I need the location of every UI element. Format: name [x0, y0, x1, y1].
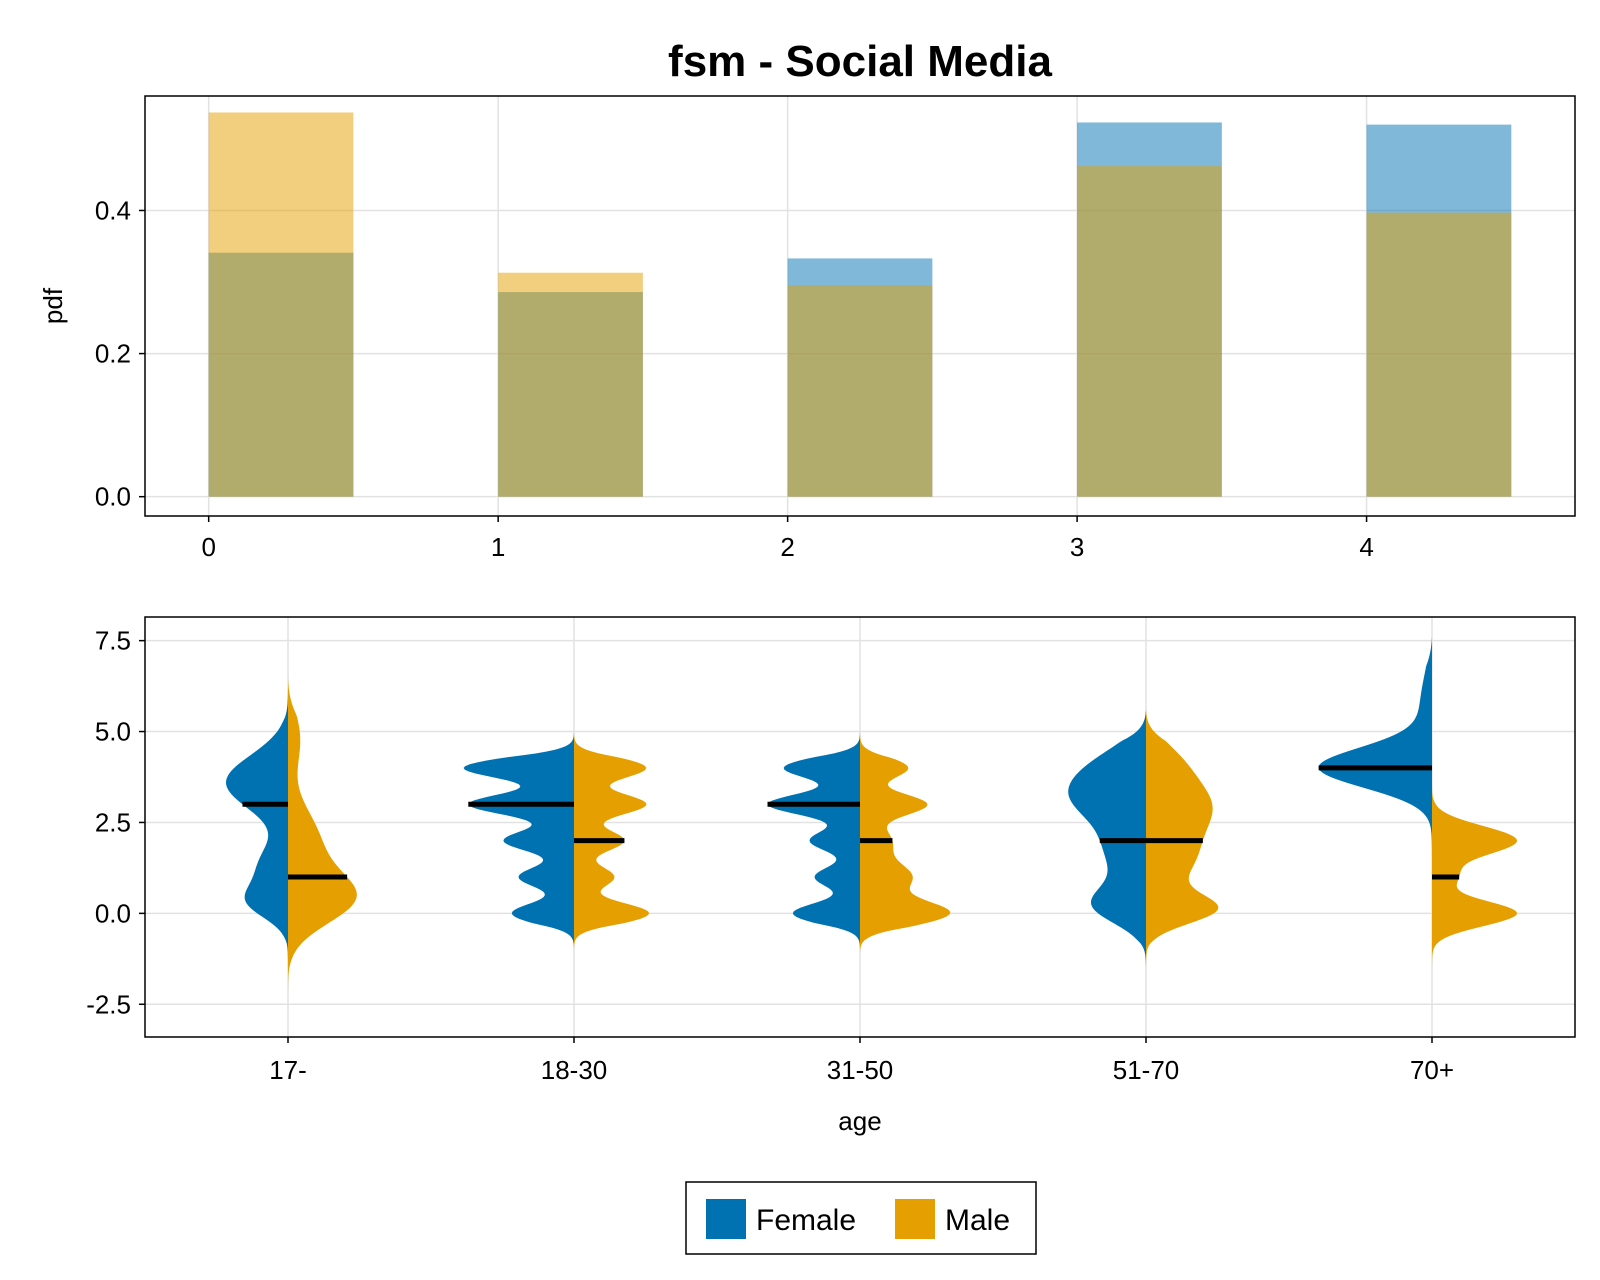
histogram-y-label: pdf: [38, 287, 68, 324]
x-tick-label: 1: [491, 532, 505, 562]
violins: [225, 637, 1518, 1001]
legend: Female Male: [685, 1181, 1037, 1255]
chart-title: fsm - Social Media: [668, 37, 1052, 86]
y-tick-label: -2.5: [86, 989, 131, 1019]
y-tick-label: 2.5: [95, 807, 131, 837]
legend-label-male: Male: [945, 1204, 1010, 1237]
bar-male-3: [1077, 166, 1222, 497]
y-tick-label: 0.0: [95, 482, 131, 512]
violin-female-70+: [1318, 637, 1432, 877]
violin-x-ticks: 17- 18-30 31-50 51-70 70+: [269, 1037, 1454, 1085]
x-tick-label: 0: [201, 532, 215, 562]
x-tick-label: 70+: [1410, 1055, 1454, 1085]
x-tick-label: 3: [1070, 532, 1084, 562]
y-tick-label: 0.2: [95, 339, 131, 369]
bar-male-2: [787, 285, 933, 497]
violin-y-ticks: -2.5 0.0 2.5 5.0 7.5: [86, 626, 145, 1019]
x-tick-label: 31-50: [827, 1055, 894, 1085]
legend-label-female: Female: [756, 1204, 856, 1237]
y-tick-label: 7.5: [95, 626, 131, 656]
violin-male-17-: [288, 677, 357, 1001]
violin-male-31-50: [860, 731, 951, 954]
x-tick-label: 17-: [269, 1055, 307, 1085]
bar-male-0: [208, 112, 354, 497]
x-tick-label: 4: [1359, 532, 1373, 562]
violin-x-label: age: [838, 1106, 881, 1136]
x-tick-label: 2: [780, 532, 794, 562]
legend-swatch-female: [706, 1199, 746, 1239]
histogram-frame: [144, 95, 1576, 517]
violin-panel: 17- 18-30 31-50 51-70 70+ -2.5 0.0 2.5 5.0 7.5 a…: [86, 616, 1576, 1136]
violin-female-31-50: [767, 731, 860, 950]
y-tick-label: 0.0: [95, 898, 131, 928]
bar-male-1: [498, 272, 643, 497]
histogram-y-ticks: 0.0 0.2 0.4: [95, 195, 145, 512]
histogram-panel: fsm - Social Media 0 1 2 3 4 0.0 0.2 0.4 pdf: [38, 37, 1576, 562]
y-tick-label: 0.4: [95, 195, 131, 225]
legend-swatch-male: [895, 1199, 935, 1239]
bar-male-4: [1366, 212, 1512, 497]
histogram-x-ticks: 0 1 2 3 4: [201, 516, 1374, 562]
y-tick-label: 5.0: [95, 717, 131, 747]
histogram-bars: [208, 112, 1512, 497]
x-tick-label: 51-70: [1113, 1055, 1180, 1085]
x-tick-label: 18-30: [541, 1055, 608, 1085]
violin-male-70+: [1432, 775, 1518, 987]
violin-medians: [242, 765, 1460, 880]
violin-female-17-: [225, 687, 288, 972]
violin-female-18-30: [463, 731, 574, 950]
